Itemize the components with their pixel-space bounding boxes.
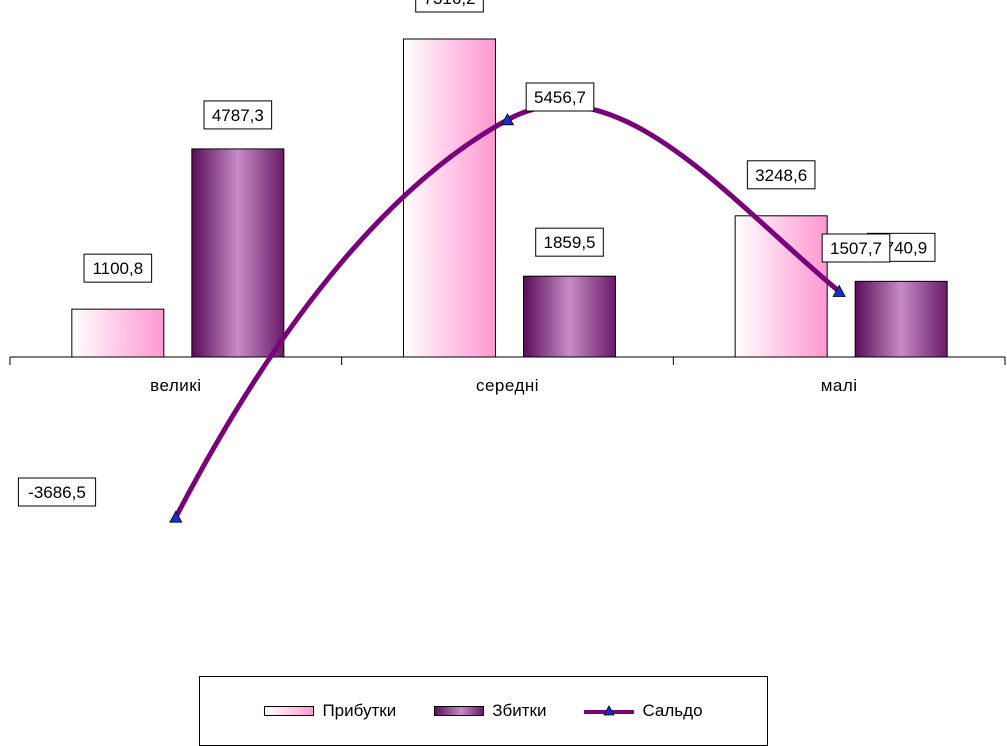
data-labels-layer: 1100,84787,37316,21859,53248,61740,9-368… <box>17 0 936 507</box>
svg-text:1859,5: 1859,5 <box>544 233 596 252</box>
legend-item-loss: Збитки <box>434 701 546 721</box>
legend-label-balance: Сальдо <box>642 701 703 720</box>
svg-text:3248,6: 3248,6 <box>755 166 807 185</box>
svg-text:5456,7: 5456,7 <box>534 88 586 107</box>
balance-marker <box>500 112 515 126</box>
legend-label-loss: Збитки <box>492 701 547 720</box>
legend-swatch-balance <box>584 705 635 716</box>
bar-loss <box>854 280 948 358</box>
bar-profit <box>403 38 496 358</box>
legend-item-balance: Сальдо <box>584 701 703 721</box>
data-label-balance: 1507,7 <box>821 233 891 263</box>
legend: Прибутки Збитки Сальдо <box>199 676 768 746</box>
legend-item-profit: Прибутки <box>264 701 396 721</box>
data-label-profit: 1100,8 <box>83 253 153 283</box>
balance-marker <box>169 510 183 523</box>
category-label: середні <box>476 376 539 395</box>
svg-text:4787,3: 4787,3 <box>212 106 264 125</box>
balance-line-layer <box>169 103 846 523</box>
legend-swatch-profit <box>264 706 315 716</box>
bar-loss <box>191 148 285 358</box>
data-label-balance: -3686,5 <box>17 477 97 507</box>
svg-text:1507,7: 1507,7 <box>830 239 882 258</box>
bar-profit <box>734 215 828 358</box>
svg-text:7316,2: 7316,2 <box>424 0 476 8</box>
data-label-balance: 5456,7 <box>525 82 595 112</box>
data-label-profit: 7316,2 <box>415 0 484 13</box>
bar-profit <box>71 308 165 358</box>
bar-loss <box>523 275 616 358</box>
data-label-profit: 3248,6 <box>746 160 816 190</box>
bars-layer <box>71 38 948 358</box>
balance-marker <box>832 284 846 297</box>
data-label-loss: 4787,3 <box>203 100 273 130</box>
svg-text:-3686,5: -3686,5 <box>28 483 86 502</box>
category-label: великі <box>150 376 201 395</box>
data-label-loss: 1859,5 <box>535 227 604 257</box>
legend-label-profit: Прибутки <box>322 701 397 720</box>
category-label: малі <box>821 376 858 395</box>
chart: великі середні малі 1100,8 4787,3 7316,2 1859… <box>9 0 1006 523</box>
x-axis: великі середні малі <box>9 356 1006 395</box>
legend-swatch-loss <box>434 706 485 716</box>
svg-text:1100,8: 1100,8 <box>92 259 143 278</box>
